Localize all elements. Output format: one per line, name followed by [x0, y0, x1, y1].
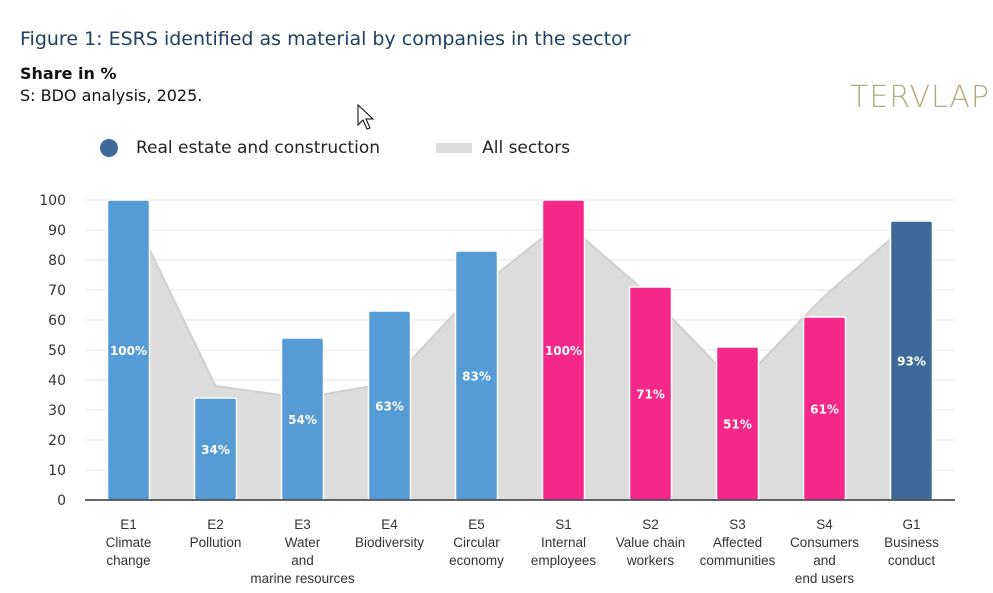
chart-subtitle: Share in % — [20, 64, 117, 83]
bar-data-label: 63% — [375, 400, 404, 414]
y-tick-label: 70 — [48, 283, 66, 299]
mouse-cursor-icon — [357, 104, 375, 130]
x-tick-label: Affected — [713, 535, 762, 550]
area-all-sectors — [128, 206, 912, 500]
watermark-logo: TERVLAP — [850, 80, 991, 115]
x-tick-label: employees — [531, 553, 597, 568]
bar-data-label: 100% — [545, 344, 582, 358]
x-tick-label: economy — [449, 553, 504, 568]
bar-data-label: 93% — [897, 355, 926, 369]
x-tick-label: communities — [700, 553, 776, 568]
chart-title: Figure 1: ESRS identified as material by… — [20, 28, 631, 50]
x-tick-label: Business — [884, 535, 939, 550]
legend-label-area: All sectors — [482, 138, 571, 158]
y-tick-label: 40 — [48, 373, 66, 389]
x-tick-label: and — [291, 553, 314, 568]
x-tick-label: change — [106, 553, 150, 568]
y-tick-label: 0 — [57, 493, 66, 509]
chart-source: S: BDO analysis, 2025. — [20, 86, 203, 105]
y-tick-label: 20 — [48, 433, 66, 449]
x-tick-label: S3 — [729, 517, 746, 532]
x-tick-label: workers — [626, 553, 675, 568]
x-tick-label: G1 — [902, 517, 920, 532]
y-tick-label: 80 — [48, 253, 66, 269]
x-tick-label: Climate — [106, 535, 152, 550]
x-tick-label: and — [813, 553, 836, 568]
x-tick-label: E1 — [120, 517, 137, 532]
y-tick-label: 30 — [48, 403, 66, 419]
x-tick-label: Water — [285, 535, 321, 550]
x-tick-label: E4 — [381, 517, 398, 532]
legend-dot-icon — [100, 139, 118, 157]
x-tick-label: S1 — [555, 517, 572, 532]
y-tick-label: 90 — [48, 223, 66, 239]
legend-label-bars: Real estate and construction — [136, 138, 381, 158]
y-tick-label: 100 — [39, 193, 66, 209]
x-tick-label: S4 — [816, 517, 833, 532]
bar-data-label: 51% — [723, 418, 752, 432]
bar-data-label: 54% — [288, 413, 317, 427]
x-tick-label: Consumers — [790, 535, 859, 550]
x-tick-label: E3 — [294, 517, 311, 532]
bar-data-label: 34% — [201, 443, 230, 457]
x-tick-label: Internal — [541, 535, 586, 550]
y-tick-label: 60 — [48, 313, 66, 329]
bar-data-label: 71% — [636, 388, 665, 402]
x-tick-label: Circular — [453, 535, 500, 550]
x-tick-label: Pollution — [190, 535, 242, 550]
x-tick-label: Biodiversity — [355, 535, 424, 550]
bar-data-label: 100% — [110, 344, 147, 358]
legend: Real estate and construction All sectors — [100, 138, 570, 158]
x-tick-label: end users — [795, 571, 855, 586]
x-tick-label: E2 — [207, 517, 224, 532]
y-tick-label: 50 — [48, 343, 66, 359]
x-tick-label: S2 — [642, 517, 659, 532]
x-tick-label: Value chain — [616, 535, 686, 550]
bar-data-label: 83% — [462, 370, 491, 384]
x-tick-label: conduct — [888, 553, 936, 568]
bar-data-label: 61% — [810, 403, 839, 417]
area-line-all-sectors — [127, 205, 913, 400]
y-tick-label: 10 — [48, 463, 66, 479]
x-tick-label: E5 — [468, 517, 485, 532]
x-tick-label: marine resources — [250, 571, 355, 586]
legend-area-icon — [436, 143, 473, 153]
